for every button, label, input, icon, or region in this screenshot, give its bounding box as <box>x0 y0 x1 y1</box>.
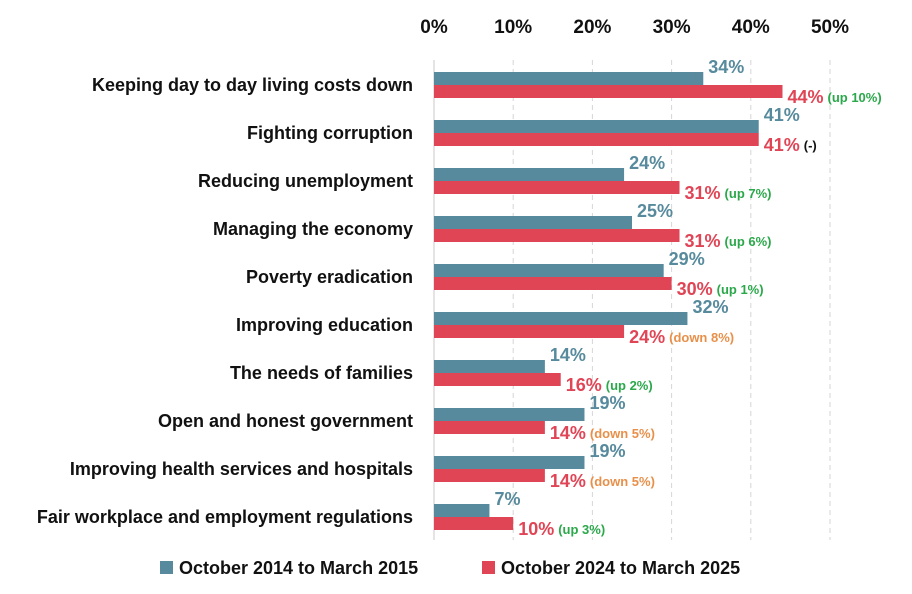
change-annotation: (up 6%) <box>725 234 772 249</box>
category-label: The needs of families <box>230 363 413 383</box>
bar-series-2 <box>434 517 514 530</box>
data-label-series-2: 14% <box>550 471 586 491</box>
data-label-series-2: 31% <box>685 231 721 251</box>
category-label: Keeping day to day living costs down <box>92 75 413 95</box>
legend-swatch-series-2 <box>482 561 495 574</box>
data-label-series-2: 44% <box>787 87 823 107</box>
x-tick-label: 20% <box>573 17 611 38</box>
change-annotation: (up 10%) <box>828 90 882 105</box>
category-label: Improving education <box>236 315 413 335</box>
change-annotation: (-) <box>804 138 817 153</box>
change-annotation: (up 3%) <box>558 522 605 537</box>
category-label: Fighting corruption <box>247 123 413 143</box>
bar-series-2 <box>434 85 783 98</box>
bar-series-1 <box>434 504 490 517</box>
bar-series-1 <box>434 312 688 325</box>
bar-series-2 <box>434 181 680 194</box>
x-axis-tick-labels: 0% 10% 20% 30% 40% 50% <box>420 17 849 38</box>
x-tick-label: 0% <box>420 17 448 38</box>
category-labels: Keeping day to day living costs down Figh… <box>37 75 413 527</box>
change-annotation: (down 8%) <box>669 330 734 345</box>
category-label: Managing the economy <box>213 219 413 239</box>
bar-series-2 <box>434 325 625 338</box>
bar-series-1 <box>434 120 759 133</box>
data-label-series-1: 32% <box>692 297 728 317</box>
x-tick-label: 10% <box>494 17 532 38</box>
bar-series-2 <box>434 373 561 386</box>
bar-series-1 <box>434 408 585 421</box>
data-label-series-2: 41% <box>764 135 800 155</box>
category-label: Reducing unemployment <box>198 171 413 191</box>
data-label-series-1: 41% <box>764 105 800 125</box>
x-tick-label: 30% <box>653 17 691 38</box>
data-label-series-1: 24% <box>629 153 665 173</box>
category-label: Fair workplace and employment regulation… <box>37 507 413 527</box>
bar-series-1 <box>434 360 545 373</box>
bar-series-2 <box>434 469 545 482</box>
legend-label-series-1: October 2014 to March 2015 <box>179 558 418 578</box>
bar-series-1 <box>434 168 625 181</box>
bar-series-2 <box>434 133 759 146</box>
bar-series-1 <box>434 264 664 277</box>
change-annotation: (up 2%) <box>606 378 653 393</box>
legend-label-series-2: October 2024 to March 2025 <box>501 558 740 578</box>
data-label-series-1: 7% <box>494 489 520 509</box>
data-label-series-2: 31% <box>685 183 721 203</box>
change-annotation: (up 7%) <box>725 186 772 201</box>
bar-series-1 <box>434 72 704 85</box>
bar-series-2 <box>434 421 545 434</box>
data-label-series-2: 30% <box>677 279 713 299</box>
data-label-series-1: 34% <box>708 57 744 77</box>
data-label-series-1: 19% <box>589 393 625 413</box>
legend-swatch-series-1 <box>160 561 173 574</box>
x-tick-label: 50% <box>811 17 849 38</box>
data-label-series-2: 16% <box>566 375 602 395</box>
data-label-series-1: 14% <box>550 345 586 365</box>
data-label-series-1: 29% <box>669 249 705 269</box>
bars: 34% 44% (up 10%) 41% 41% (-) 24% 31% (up 7%) 25% 3… <box>434 57 882 539</box>
change-annotation: (down 5%) <box>590 426 655 441</box>
data-label-series-2: 24% <box>629 327 665 347</box>
bar-series-1 <box>434 456 585 469</box>
x-tick-label: 40% <box>732 17 770 38</box>
data-label-series-1: 19% <box>589 441 625 461</box>
bar-series-1 <box>434 216 632 229</box>
change-annotation: (down 5%) <box>590 474 655 489</box>
bar-series-2 <box>434 229 680 242</box>
category-label: Improving health services and hospitals <box>70 459 413 479</box>
data-label-series-2: 14% <box>550 423 586 443</box>
bar-series-2 <box>434 277 672 290</box>
data-label-series-2: 10% <box>518 519 554 539</box>
category-label: Poverty eradication <box>246 267 413 287</box>
data-label-series-1: 25% <box>637 201 673 221</box>
change-annotation: (up 1%) <box>717 282 764 297</box>
legend: October 2014 to March 2015 October 2024 t… <box>160 558 740 578</box>
category-label: Open and honest government <box>158 411 413 431</box>
